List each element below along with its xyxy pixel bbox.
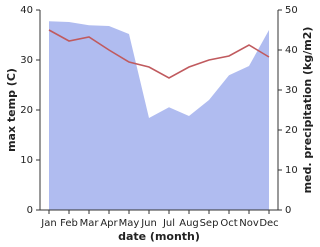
x-tick-label: Nov (239, 218, 259, 229)
x-tick-label: Jun (140, 218, 157, 229)
x-axis-label: date (month) (118, 230, 200, 243)
x-tick-label: Aug (179, 218, 199, 229)
y2-tick-label: 0 (285, 205, 291, 216)
x-tick-label: Apr (100, 218, 118, 229)
x-tick-label: May (119, 218, 140, 229)
x-tick-label: Oct (220, 218, 237, 229)
y-tick-label: 10 (20, 155, 33, 166)
temp-line (48, 29, 270, 79)
plot (48, 21, 270, 211)
y-axis-label: max temp (C) (5, 68, 18, 152)
x-tick-label: Jan (40, 218, 56, 229)
y2-tick-label: 50 (285, 5, 298, 16)
y2-tick-label: 30 (285, 85, 298, 96)
precip-area (49, 21, 269, 211)
y-tick-label: 20 (20, 105, 33, 116)
y2-axis-label: med. precipitation (kg/m2) (301, 27, 314, 194)
y-tick-label: 40 (20, 5, 33, 16)
x-tick-label: Jul (162, 218, 175, 229)
x-tick-label: Sep (200, 218, 219, 229)
x-tick-label: Dec (259, 218, 278, 229)
y-tick-label: 0 (27, 205, 33, 216)
y2-tick-label: 20 (285, 125, 298, 136)
y2-tick-label: 10 (285, 165, 298, 176)
y-tick-label: 30 (20, 55, 33, 66)
x-tick-label: Feb (60, 218, 78, 229)
x-tick-label: Mar (80, 218, 100, 229)
y2-tick-label: 40 (285, 45, 298, 56)
